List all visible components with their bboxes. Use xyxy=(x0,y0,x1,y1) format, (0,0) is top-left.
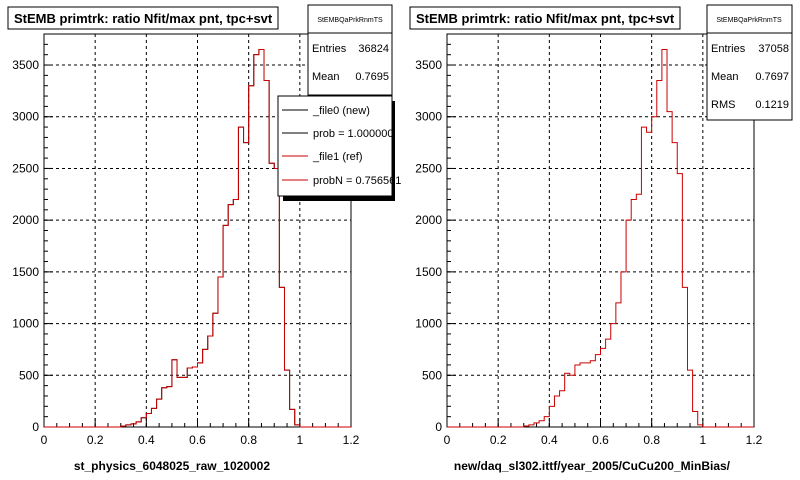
legend-label-file1: _file1 (ref) xyxy=(312,151,363,163)
right-y-tick-label: 2000 xyxy=(415,213,442,227)
right-x-tick-label: 1.2 xyxy=(746,433,763,447)
left-legend: _file0 (new) prob = 1.000000 _file1 (ref… xyxy=(277,95,401,201)
right-x-tick-label: 0 xyxy=(444,433,451,447)
left-y-tick-label: 500 xyxy=(19,368,39,382)
right-title: StEMB primtrk: ratio Nfit/max pnt, tpc+s… xyxy=(416,11,675,26)
right-y-tick-label: 0 xyxy=(435,420,442,434)
right-x-tick-label: 1 xyxy=(699,433,706,447)
left-stats-value-mean: 0.7695 xyxy=(355,71,389,83)
left-stats-value-entries: 36824 xyxy=(358,43,389,55)
right-stats-value-mean: 0.7697 xyxy=(755,71,789,83)
right-y-tick-label: 2500 xyxy=(415,161,442,175)
right-plot: 0 0.2 0.4 0.6 0.8 1 1.2 0 500 1000 1500 2000 2500 300… xyxy=(415,33,763,447)
left-plot-frame xyxy=(43,33,352,428)
right-stats-label-entries: Entries xyxy=(711,43,746,55)
left-x-tick-label: 0.4 xyxy=(138,433,155,447)
left-y-tick-label: 2500 xyxy=(12,161,39,175)
left-stats-label-entries: Entries xyxy=(312,43,347,55)
left-stats-box: StEMBQaPrkRnmTS Entries 36824 Mean 0.769… xyxy=(307,4,393,96)
right-x-tick-label: 0.2 xyxy=(490,433,507,447)
right-x-tick-label: 0.4 xyxy=(541,433,558,447)
left-y-tick-label: 1500 xyxy=(12,265,39,279)
left-x-tick-label: 0.6 xyxy=(189,433,206,447)
right-title-box xyxy=(409,6,681,30)
left-x-tick-label: 1 xyxy=(296,433,303,447)
legend-label-probn: probN = 0.756561 xyxy=(313,175,401,187)
left-x-tick-label: 0 xyxy=(41,433,48,447)
left-histogram-series-1 xyxy=(44,49,351,428)
left-x-tick-label: 0.2 xyxy=(87,433,104,447)
left-title-box xyxy=(7,6,279,30)
legend-label-prob: prob = 1.000000 xyxy=(313,128,393,140)
left-title: StEMB primtrk: ratio Nfit/max pnt, tpc+s… xyxy=(14,11,273,26)
right-histogram-panel: StEMB primtrk: ratio Nfit/max pnt, tpc+s… xyxy=(409,4,793,473)
right-stats-label-rms: RMS xyxy=(711,99,735,111)
right-y-tick-label: 1000 xyxy=(415,317,442,331)
right-stats-value-rms: 0.1219 xyxy=(755,99,789,111)
left-y-tick-label: 0 xyxy=(32,420,39,434)
right-x-tick-label: 0.8 xyxy=(643,433,660,447)
left-x-tick-label: 0.8 xyxy=(240,433,257,447)
left-y-tick-label: 3000 xyxy=(12,110,39,124)
right-y-tick-label: 1500 xyxy=(415,265,442,279)
right-stats-value-entries: 37058 xyxy=(758,43,789,55)
left-y-tick-label: 1000 xyxy=(12,317,39,331)
right-y-tick-label: 3500 xyxy=(415,58,442,72)
left-y-tick-label: 3500 xyxy=(12,58,39,72)
right-x-tick-label: 0.6 xyxy=(592,433,609,447)
left-x-label: st_physics_6048025_raw_1020002 xyxy=(74,459,270,473)
right-stats-name: StEMBQaPrkRnmTS xyxy=(716,17,782,24)
legend-label-file0: _file0 (new) xyxy=(312,105,370,117)
left-x-tick-label: 1.2 xyxy=(343,433,360,447)
right-stats-box: StEMBQaPrkRnmTS Entries 37058 Mean 0.769… xyxy=(706,4,793,121)
right-stats-label-mean: Mean xyxy=(711,71,739,83)
left-y-tick-label: 2000 xyxy=(12,213,39,227)
right-histogram-series-0 xyxy=(447,49,754,428)
right-plot-frame xyxy=(446,33,755,428)
left-stats-name: StEMBQaPrkRnmTS xyxy=(317,17,383,24)
right-y-tick-label: 500 xyxy=(422,368,442,382)
left-histogram-panel: StEMB primtrk: ratio Nfit/max pnt, tpc+s… xyxy=(7,4,401,473)
right-y-tick-label: 3000 xyxy=(415,110,442,124)
left-stats-label-mean: Mean xyxy=(312,71,340,83)
right-x-label: new/daq_sl302.ittf/year_2005/CuCu200_Min… xyxy=(454,459,731,473)
